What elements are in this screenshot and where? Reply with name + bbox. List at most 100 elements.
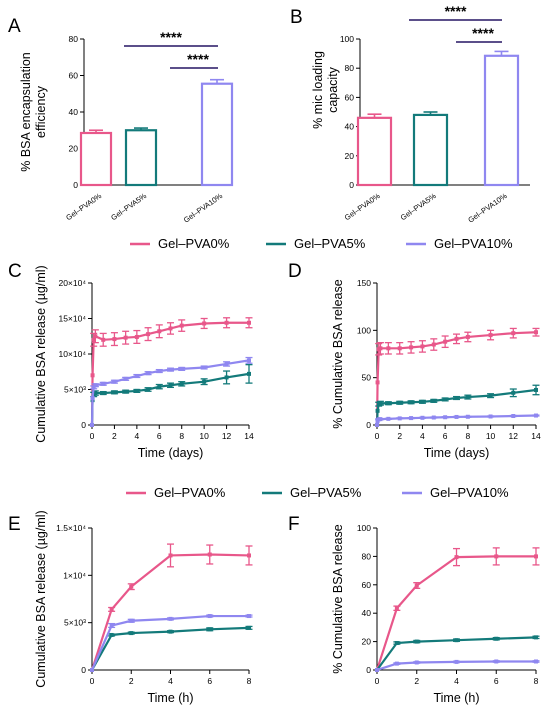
series-1 — [375, 327, 540, 427]
data-point — [179, 323, 184, 328]
y-tick-label: 5×10³ — [64, 618, 86, 628]
data-point — [386, 416, 391, 421]
data-point — [465, 334, 470, 339]
significance-label: **** — [445, 3, 467, 19]
legend-top: Gel–PVA0% Gel–PVA5% Gel–PVA10% — [130, 236, 513, 251]
data-point — [207, 552, 212, 557]
data-point — [247, 371, 251, 376]
y-tick-label: 20 — [345, 151, 355, 161]
y-tick-label: 0 — [81, 420, 86, 430]
data-point — [247, 358, 251, 363]
data-point — [224, 361, 229, 366]
data-point — [488, 333, 493, 338]
y-tick-label: 1.5×10⁴ — [56, 523, 86, 533]
data-point — [247, 614, 251, 619]
x-tick-label: 14 — [244, 431, 254, 441]
data-point — [134, 388, 139, 393]
x-tick-label: 14 — [531, 431, 541, 441]
data-point — [109, 623, 114, 628]
data-point — [247, 625, 251, 630]
y-axis-title: % mic loadingcapacity — [311, 51, 340, 129]
data-point — [375, 668, 379, 672]
legend-label: Gel–PVA0% — [158, 236, 230, 251]
data-point — [454, 396, 459, 401]
data-point — [465, 414, 470, 419]
x-tick-label: Gel–PVA10% — [182, 191, 225, 225]
data-point — [375, 380, 380, 385]
data-point — [129, 618, 134, 623]
data-point — [91, 385, 96, 390]
data-point — [157, 329, 162, 334]
series-3 — [375, 659, 540, 672]
chart-a: 0 20 40 60 80 % BSA encapsulationefficiency Ge… — [19, 29, 234, 225]
series-2 — [375, 635, 540, 672]
data-point — [454, 414, 459, 419]
data-point — [207, 627, 212, 632]
panel-letter-d: D — [288, 261, 302, 282]
y-tick-label: 15×10⁴ — [58, 314, 86, 324]
data-point — [534, 554, 538, 559]
data-point — [168, 367, 173, 372]
y-axis-title: % Cumulative BSA release — [331, 279, 345, 428]
data-point — [134, 334, 139, 339]
x-tick-label: 4 — [168, 676, 173, 686]
y-tick-label: 0 — [81, 665, 86, 675]
data-point — [109, 607, 114, 612]
series-3 — [375, 413, 540, 427]
bar-2 — [124, 129, 158, 187]
data-point — [511, 331, 516, 336]
panel-letter-c: C — [8, 261, 22, 282]
y-tick-label: 5×10³ — [64, 385, 86, 395]
data-point — [207, 614, 212, 619]
data-point — [465, 395, 470, 400]
x-tick-label: Gel–PVA5% — [109, 191, 148, 222]
y-tick-label: 40 — [69, 107, 79, 117]
data-point — [409, 400, 414, 405]
x-tick-label: 2 — [414, 676, 419, 686]
data-point — [454, 659, 459, 664]
series-3 — [90, 356, 253, 427]
y-tick-label: 150 — [357, 278, 371, 288]
data-point — [109, 632, 114, 637]
x-tick-label: 10 — [486, 431, 496, 441]
data-point — [168, 616, 173, 621]
data-point — [90, 396, 95, 401]
data-point — [494, 554, 499, 559]
x-axis-title: Time (days) — [138, 446, 204, 460]
data-point — [511, 414, 516, 419]
series-2 — [375, 384, 540, 427]
data-point — [443, 397, 448, 402]
data-point — [431, 342, 436, 347]
panel-letter-b: B — [290, 7, 303, 28]
data-point — [488, 414, 493, 419]
y-tick-label: 100 — [357, 523, 371, 533]
data-point — [414, 639, 419, 644]
data-point — [93, 383, 98, 388]
data-point — [146, 387, 151, 392]
x-tick-label: 4 — [420, 431, 425, 441]
x-tick-label: 2 — [129, 676, 134, 686]
chart-e: 0 5×10³ 1×10⁴ 1.5×10⁴ 0 2 4 6 8 Time (h) Cumulativ… — [34, 510, 253, 705]
y-tick-label: 60 — [69, 71, 79, 81]
y-tick-label: 80 — [345, 63, 355, 73]
data-point — [494, 659, 499, 664]
data-point — [375, 423, 379, 427]
data-point — [168, 326, 173, 331]
data-point — [443, 415, 448, 420]
data-point — [247, 553, 251, 558]
x-tick-label: 12 — [222, 431, 232, 441]
data-point — [386, 401, 391, 406]
data-point — [534, 413, 538, 418]
data-point — [112, 337, 117, 342]
legend-label: Gel–PVA0% — [154, 485, 226, 500]
panel-letter-e: E — [8, 514, 21, 535]
y-tick-label: 1×10⁴ — [63, 570, 86, 580]
y-tick-label: 10×10⁴ — [58, 349, 86, 359]
data-point — [93, 391, 98, 396]
series-1 — [90, 543, 253, 672]
data-point — [101, 391, 106, 396]
bar-2 — [412, 113, 449, 187]
data-point — [420, 344, 425, 349]
x-tick-label: 8 — [179, 431, 184, 441]
